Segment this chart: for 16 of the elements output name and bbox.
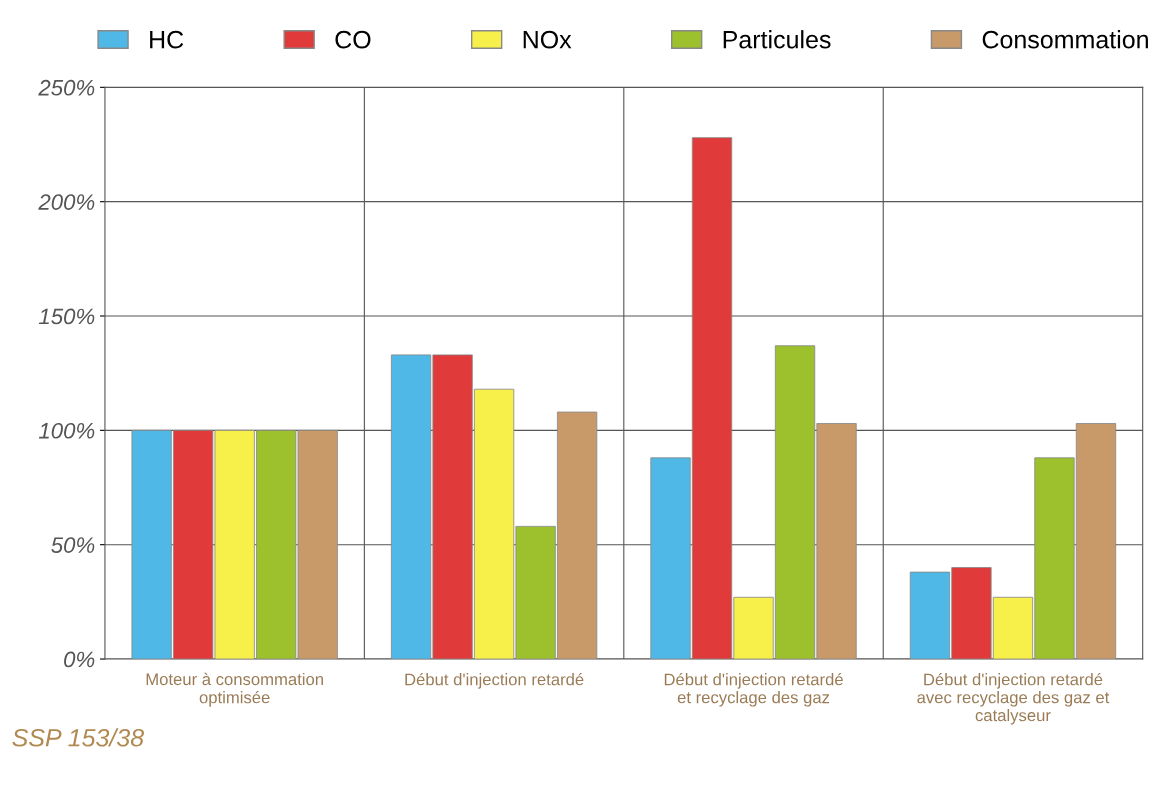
y-tick-label: 150%	[38, 308, 95, 325]
legend-label: Particules	[723, 30, 831, 49]
y-tick-label: 50%	[51, 537, 95, 553]
y-tick-label: 0%	[64, 651, 95, 668]
y-tick-label: 200%	[38, 194, 95, 210]
x-tick-label: Début d'injection retardé	[405, 672, 584, 689]
y-tick-label: 250%	[38, 79, 95, 96]
legend-label: HC	[150, 30, 184, 49]
text: SSP 153/38	[12, 728, 145, 747]
x-tick-label: Début d'injection retardé et recyclage des gaz	[664, 672, 843, 707]
x-tick-label: Début d'injection retardé avec recyclage des gaz et catalyseur	[917, 672, 1110, 725]
legend-label: NOx	[523, 30, 572, 49]
y-tick-label: 100%	[38, 422, 95, 439]
legend-label: Consommation	[982, 30, 1148, 49]
x-tick-label: Moteur à consommation optimisée	[146, 672, 323, 707]
legend-label: CO	[335, 30, 371, 49]
